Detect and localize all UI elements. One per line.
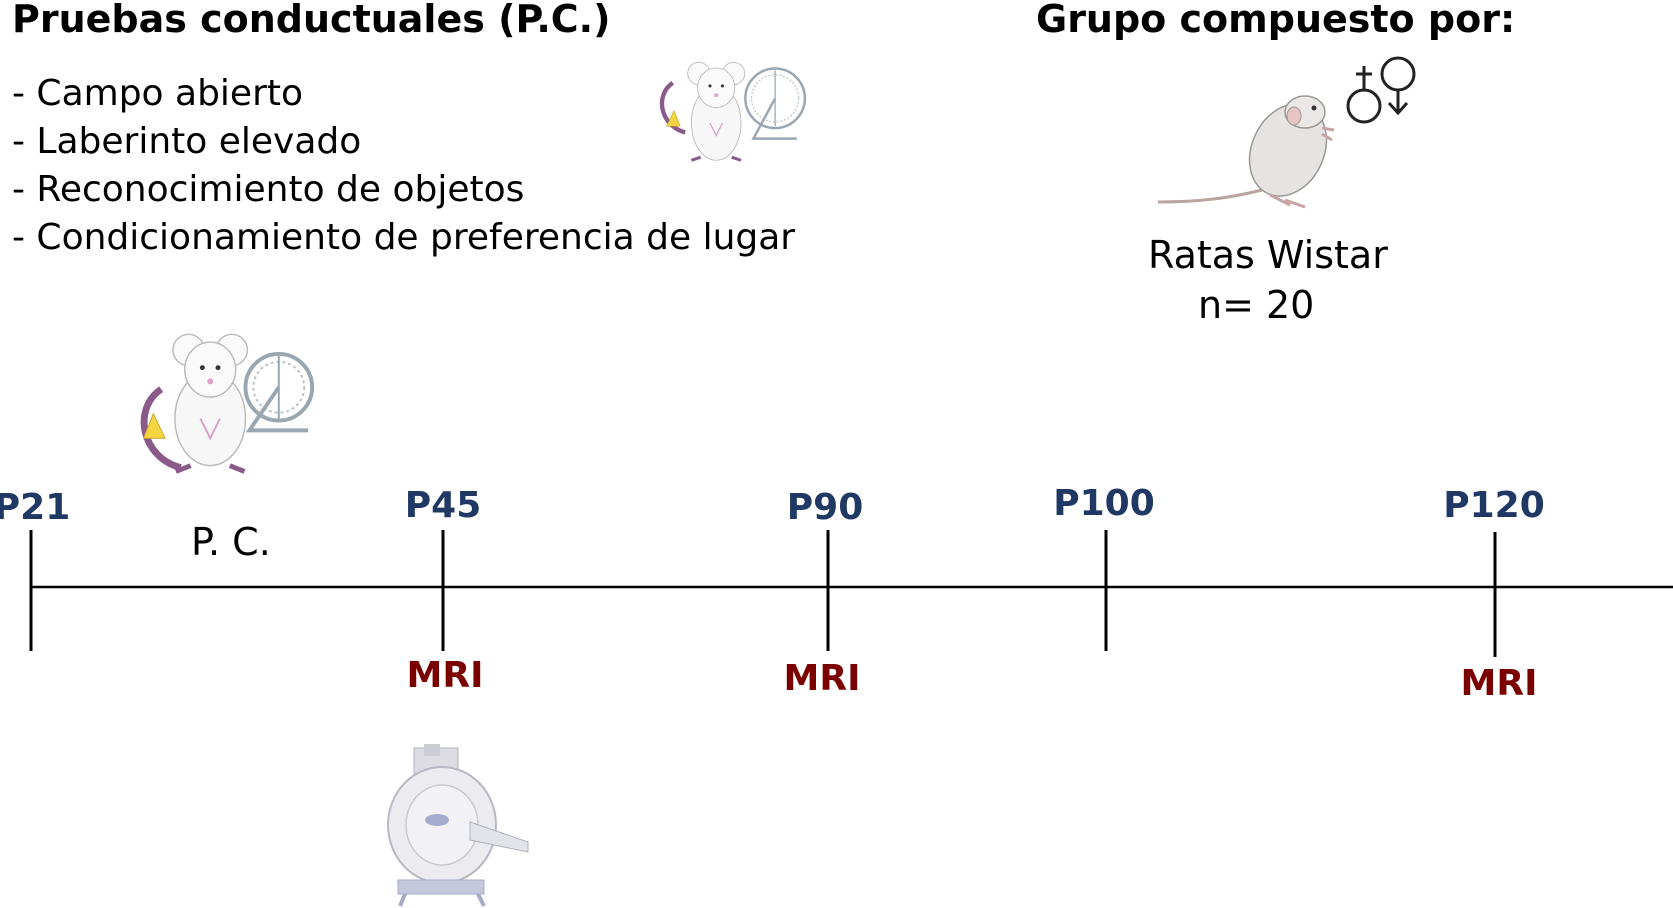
behavior-test-list: - Campo abierto - Laberinto elevado - Re… — [12, 70, 795, 262]
group-species: Ratas Wistar — [1148, 233, 1388, 277]
timeline-label-p90: P90 — [786, 487, 864, 528]
pc-label: P. C. — [191, 520, 271, 564]
mri-label-p45: MRI — [406, 655, 484, 696]
timeline-label-p21: P21 — [0, 487, 71, 528]
behavior-title: Pruebas conductuales (P.C.) — [12, 0, 611, 41]
timeline-label-p45: P45 — [404, 485, 482, 526]
mri-label-p120: MRI — [1460, 663, 1538, 704]
timeline-label-p100: P100 — [1053, 483, 1155, 524]
behavior-test-item: - Reconocimiento de objetos — [12, 169, 525, 210]
mri-label-p90: MRI — [783, 658, 861, 699]
group-size: n= 20 — [1198, 283, 1315, 327]
behavior-test-item: - Laberinto elevado — [12, 121, 362, 162]
group-title: Grupo compuesto por: — [1036, 0, 1516, 41]
behavior-test-item: - Campo abierto — [12, 73, 304, 114]
timeline-label-p120: P120 — [1443, 485, 1545, 526]
behavior-test-item: - Condicionamiento de preferencia de lug… — [12, 217, 796, 258]
